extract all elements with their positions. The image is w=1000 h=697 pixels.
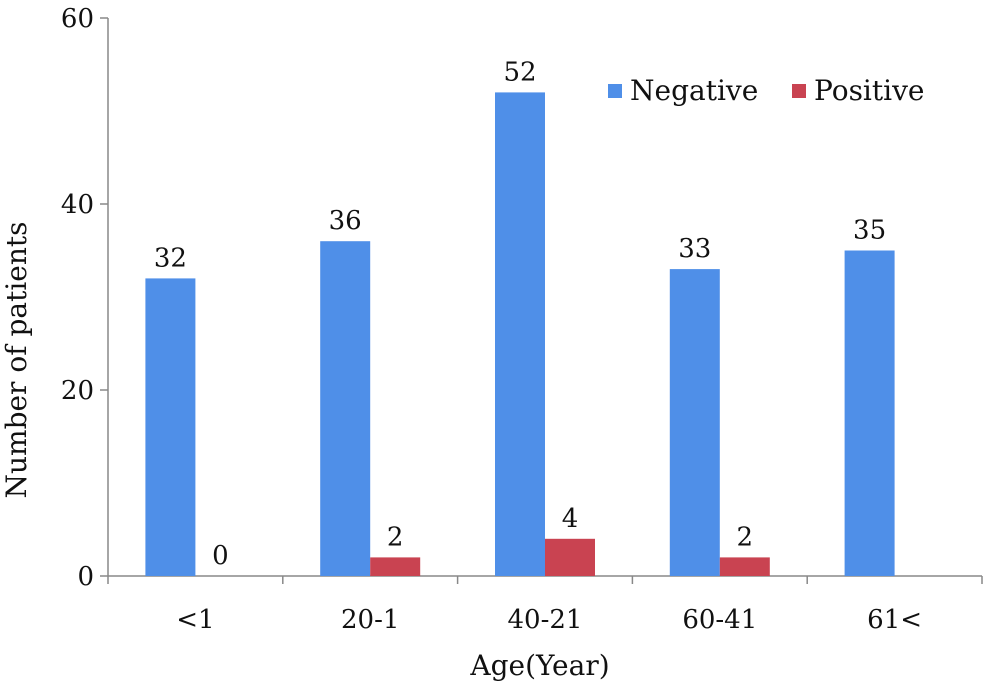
y-tick-label: 20 [61,376,94,406]
y-tick-label: 0 [77,562,94,592]
data-label-positive: 0 [212,541,229,571]
data-label-positive: 2 [737,522,754,552]
bar-negative [145,278,196,576]
x-axis-title: Age(Year) [469,649,609,682]
bar-negative [320,241,371,576]
legend-swatch-negative [608,84,622,98]
x-tick-label: 61< [867,605,922,635]
data-label-negative: 36 [329,206,362,236]
x-tick-label: 40-21 [508,605,583,635]
y-tick-label: 40 [61,190,94,220]
legend: Negative Positive [608,74,924,107]
data-label-negative: 52 [503,57,536,87]
y-tick-label: 60 [61,4,94,34]
bar-positive [370,557,421,576]
data-label-positive: 4 [562,504,579,534]
bar-negative [495,92,545,577]
data-label-negative: 33 [678,234,711,264]
x-tick-label: 20-1 [341,605,399,635]
data-labels: 32 36 52 33 35 0 2 4 2 [154,57,886,571]
bar-positive [719,557,770,576]
legend-label-positive: Positive [814,74,924,107]
legend-swatch-positive [792,84,806,98]
bar-negative [669,269,720,576]
x-tick-label: 60-41 [682,605,757,635]
x-tick-label: <1 [176,605,214,635]
bars [145,92,895,577]
data-label-negative: 35 [853,216,886,246]
data-label-positive: 2 [387,522,404,552]
legend-label-negative: Negative [630,74,758,107]
bar-positive [545,538,595,576]
bar-negative [844,250,895,576]
data-label-negative: 32 [154,243,187,273]
y-axis-title: Number of patients [0,221,33,498]
